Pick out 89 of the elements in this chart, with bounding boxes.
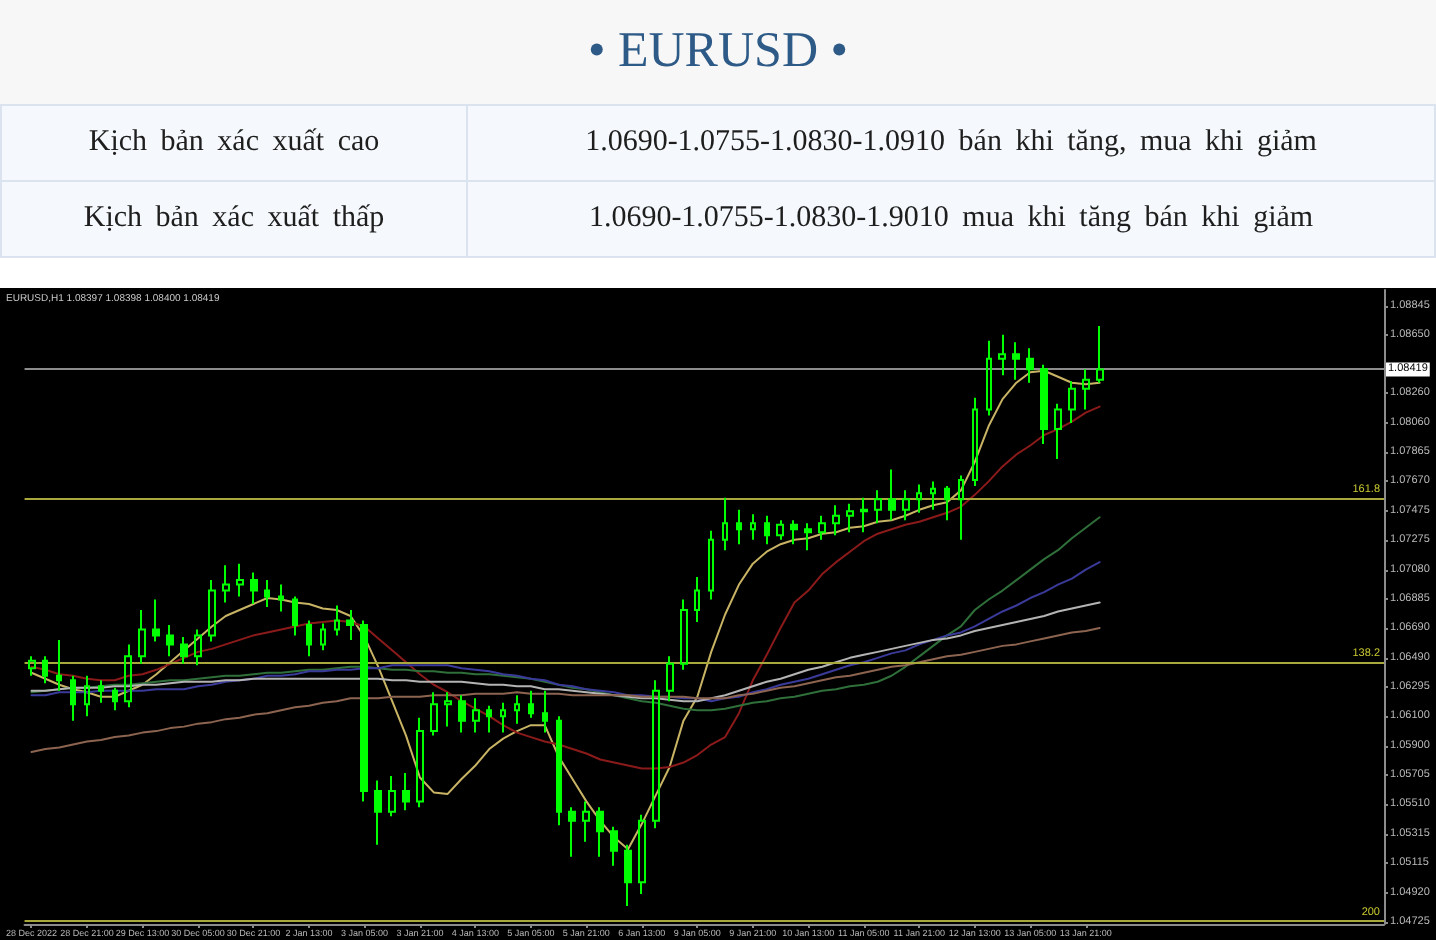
- candlestick: [70, 674, 76, 722]
- text: 1.0690-1.0755-1.0830-1.0910 bán khi tăng, mua khi giảm: [467, 105, 1435, 181]
- candlestick: [888, 468, 896, 522]
- candlestick: [250, 571, 258, 606]
- candlestick: [986, 339, 992, 417]
- candlestick: [776, 519, 784, 541]
- line-series: [30, 601, 1101, 703]
- candlestick: [1040, 363, 1048, 446]
- candlestick: [208, 579, 216, 643]
- candlestick: [56, 638, 62, 692]
- candlestick: [874, 489, 882, 525]
- candlestick: [320, 622, 326, 652]
- candlestick: [818, 514, 826, 541]
- chart-title: • EURUSD •: [587, 24, 849, 80]
- candlestick: [334, 604, 340, 637]
- candlestick: [610, 825, 618, 867]
- candlestick: [596, 806, 604, 858]
- candlestick: [402, 771, 410, 812]
- candlestick: [832, 504, 840, 537]
- candlestick: [916, 483, 922, 514]
- candlestick: [582, 800, 590, 843]
- candlestick: [846, 502, 854, 534]
- candlestick: [1054, 402, 1062, 460]
- line-series: [30, 369, 1101, 851]
- text: 1.0690-1.0755-1.0830-1.9010 mua khi tăng bán khi giảm: [467, 181, 1435, 257]
- candlestick: [1026, 347, 1034, 384]
- candlestick: [638, 813, 646, 896]
- candlestick: [458, 694, 466, 734]
- candlestick: [444, 691, 452, 728]
- candlestick: [292, 595, 298, 637]
- candlestick: [514, 694, 520, 725]
- candlestick: [790, 519, 798, 546]
- candlestick: [222, 564, 230, 604]
- line-series: [30, 626, 1101, 754]
- candlestick: [542, 689, 548, 734]
- candlestick: [28, 655, 36, 677]
- candlestick: [958, 474, 964, 541]
- candlestick: [278, 583, 284, 613]
- candlestick: [346, 608, 354, 641]
- candlestick: [374, 779, 382, 846]
- candlestick: [1012, 341, 1020, 381]
- text: Kịch bản xác xuất cao: [1, 105, 467, 181]
- candlestick: [124, 643, 132, 709]
- line-series: [30, 516, 1101, 712]
- candlestick: [764, 514, 770, 546]
- candlestick: [166, 623, 174, 658]
- line-series: [30, 561, 1101, 703]
- candlestick: [528, 689, 534, 719]
- line-series: [30, 405, 1101, 770]
- candlestick: [680, 598, 688, 671]
- candlestick: [472, 697, 480, 734]
- candlestick: [416, 716, 424, 809]
- candlestick: [388, 774, 396, 818]
- candlestick: [1068, 380, 1076, 425]
- candlestick: [736, 508, 742, 546]
- candlestick: [112, 686, 118, 712]
- candlestick: [430, 691, 438, 737]
- text: Kịch bản xác xuất thấp: [1, 181, 467, 257]
- candlestick: [236, 562, 244, 598]
- candlestick: [722, 496, 728, 552]
- candlestick: [804, 522, 812, 552]
- candlestick: [652, 679, 660, 830]
- candlestick: [500, 701, 506, 734]
- candlestick: [138, 608, 146, 665]
- candlestick: [152, 598, 160, 643]
- candlestick: [568, 806, 576, 858]
- candlestick: [860, 496, 868, 534]
- candlestick: [1096, 324, 1104, 384]
- candlestick: [360, 619, 368, 803]
- candlestick: [998, 333, 1006, 377]
- candlestick: [556, 715, 562, 827]
- candlestick: [624, 843, 632, 908]
- candlestick: [306, 619, 312, 658]
- candlestick: [264, 579, 270, 608]
- candlestick: [944, 484, 950, 522]
- candlestick: [902, 489, 910, 522]
- candlestick: [98, 679, 104, 704]
- candlestick: [666, 655, 674, 703]
- candlestick: [486, 704, 492, 734]
- candlestick: [930, 480, 936, 511]
- candlestick: [194, 628, 202, 667]
- candlestick: [972, 396, 978, 487]
- candlestick: [708, 529, 714, 601]
- candlestick: [750, 513, 756, 541]
- candlestick: [84, 674, 90, 718]
- candlestick: [694, 576, 700, 623]
- candlestick: [42, 655, 48, 685]
- candlestick: [1082, 368, 1090, 411]
- candlestick: [180, 635, 188, 665]
